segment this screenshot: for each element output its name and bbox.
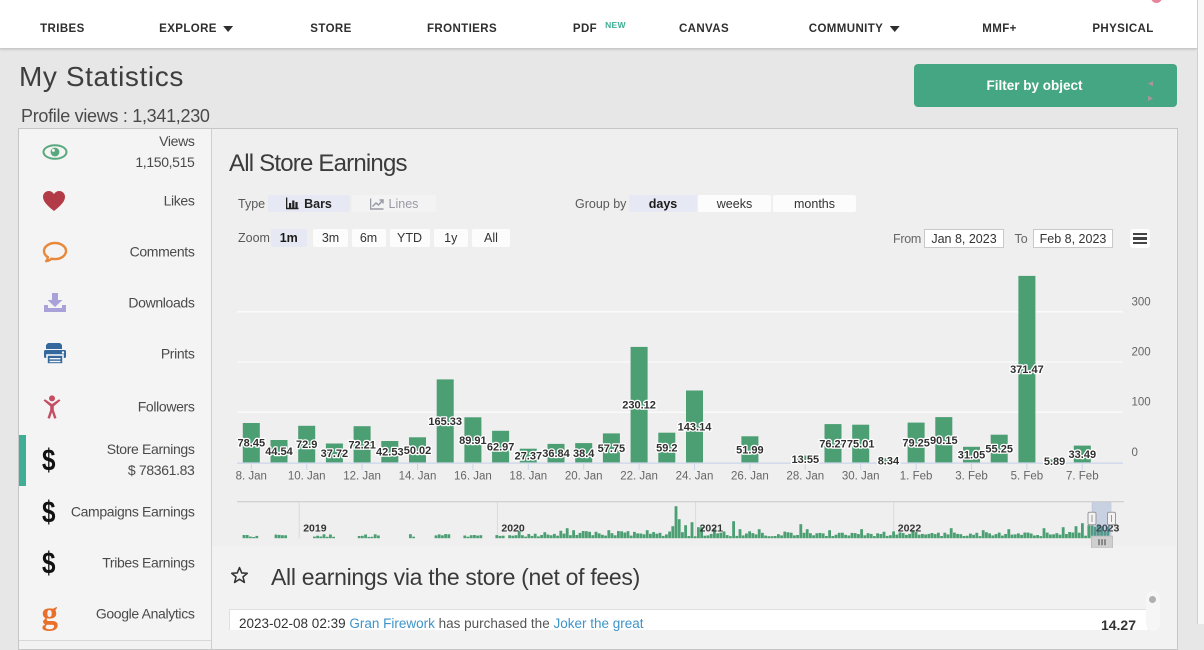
svg-text:79.25: 79.25 <box>902 438 930 450</box>
svg-text:100: 100 <box>1132 397 1151 409</box>
svg-text:30. Jan: 30. Jan <box>842 471 880 483</box>
svg-text:72.21: 72.21 <box>348 439 376 451</box>
svg-text:7. Feb: 7. Feb <box>1066 471 1099 483</box>
svg-text:2022: 2022 <box>898 523 922 535</box>
svg-text:42.53: 42.53 <box>376 447 404 459</box>
svg-text:18. Jan: 18. Jan <box>509 471 547 483</box>
svg-text:5. Feb: 5. Feb <box>1011 471 1044 483</box>
svg-text:300: 300 <box>1132 296 1151 308</box>
svg-text:44.54: 44.54 <box>265 446 293 458</box>
svg-text:13.55: 13.55 <box>792 454 820 466</box>
svg-text:0: 0 <box>1132 447 1138 459</box>
svg-text:22. Jan: 22. Jan <box>620 471 658 483</box>
svg-text:27.37: 27.37 <box>515 451 543 463</box>
svg-text:50.02: 50.02 <box>404 445 432 457</box>
svg-text:78.45: 78.45 <box>238 438 266 450</box>
svg-text:230.12: 230.12 <box>622 400 656 412</box>
svg-text:57.75: 57.75 <box>598 443 626 455</box>
svg-text:75.01: 75.01 <box>847 439 875 451</box>
svg-text:14. Jan: 14. Jan <box>399 471 437 483</box>
svg-text:16. Jan: 16. Jan <box>454 471 492 483</box>
svg-text:31.05: 31.05 <box>958 450 986 462</box>
svg-text:5.89: 5.89 <box>1044 456 1065 468</box>
svg-text:89.91: 89.91 <box>459 435 487 447</box>
svg-text:36.84: 36.84 <box>542 448 570 460</box>
svg-text:51.99: 51.99 <box>736 444 764 456</box>
svg-text:26. Jan: 26. Jan <box>731 471 769 483</box>
svg-text:371.47: 371.47 <box>1010 364 1044 376</box>
svg-text:38.4: 38.4 <box>573 448 595 460</box>
svg-text:12. Jan: 12. Jan <box>343 471 381 483</box>
svg-text:10. Jan: 10. Jan <box>288 471 326 483</box>
svg-text:200: 200 <box>1132 347 1151 359</box>
svg-text:2020: 2020 <box>501 523 525 535</box>
svg-text:20. Jan: 20. Jan <box>565 471 603 483</box>
svg-text:143.14: 143.14 <box>678 422 713 434</box>
svg-text:55.25: 55.25 <box>985 444 1013 456</box>
svg-text:1. Feb: 1. Feb <box>900 471 933 483</box>
svg-text:2021: 2021 <box>700 523 724 535</box>
svg-text:33.49: 33.49 <box>1069 449 1097 461</box>
svg-text:2023: 2023 <box>1096 523 1120 535</box>
svg-text:76.27: 76.27 <box>819 438 847 450</box>
svg-text:72.9: 72.9 <box>296 439 317 451</box>
svg-text:28. Jan: 28. Jan <box>786 471 824 483</box>
svg-text:24. Jan: 24. Jan <box>676 471 714 483</box>
svg-text:3. Feb: 3. Feb <box>955 471 988 483</box>
svg-text:37.72: 37.72 <box>321 448 349 460</box>
svg-text:165.33: 165.33 <box>428 416 462 428</box>
svg-text:8. Jan: 8. Jan <box>236 471 267 483</box>
svg-text:62.97: 62.97 <box>487 442 515 454</box>
svg-text:8.34: 8.34 <box>878 455 900 467</box>
svg-text:90.15: 90.15 <box>930 435 958 447</box>
svg-text:59.2: 59.2 <box>656 443 677 455</box>
svg-text:2019: 2019 <box>303 523 327 535</box>
